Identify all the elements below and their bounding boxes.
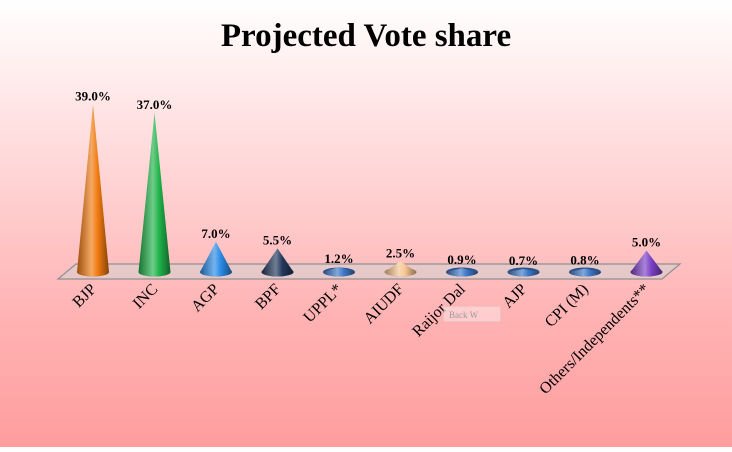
bar-cone-bpf [261, 248, 294, 277]
bars-group [77, 104, 663, 277]
bar-body [507, 268, 540, 277]
value-label: 0.9% [447, 252, 476, 267]
bar-cone-cpi-m [569, 267, 601, 277]
category-label: CPI (M) [542, 281, 592, 331]
category-label: AJP [499, 281, 530, 312]
category-label: AGP [188, 281, 223, 316]
value-label: 1.2% [324, 251, 353, 266]
bar-cone-others-independents [630, 250, 663, 277]
category-label: UPPL* [300, 281, 345, 326]
bar-body [77, 104, 109, 277]
value-label: 5.0% [632, 235, 661, 250]
value-label: 37.0% [137, 97, 173, 112]
bar-body [138, 112, 171, 277]
category-labels-group: BJP INC AGP BPF UPPL* AIUDF Raijor Dal AJP CPI (… [70, 280, 654, 397]
value-label: 2.5% [386, 245, 415, 260]
value-labels-group: 39.0% 37.0% 7.0% 5.5% 1.2% 2.5% 0.9% 0.7% 0.8% 5.… [75, 88, 661, 268]
bar-body [630, 250, 663, 277]
value-label: 0.7% [509, 253, 538, 268]
category-label: BJP [70, 281, 100, 311]
bar-cone-uppl [323, 266, 355, 277]
bar-body [261, 248, 294, 277]
bar-cone-raijor-dal [446, 267, 478, 277]
category-label: BPF [252, 281, 284, 313]
svg-text:Back W: Back W [449, 310, 479, 320]
category-label: AIUDF [361, 281, 408, 328]
bar-cone-ajp [507, 267, 540, 277]
value-label: 7.0% [201, 226, 230, 241]
chart-title: Projected Vote share [221, 18, 511, 54]
value-label: 39.0% [75, 88, 111, 103]
bar-body [200, 241, 232, 277]
bar-body [384, 261, 417, 277]
category-label: INC [130, 281, 162, 313]
bar-body [446, 268, 478, 277]
bar-body [323, 266, 355, 277]
bar-cone-inc [138, 112, 171, 277]
bar-cone-bjp [77, 104, 109, 277]
value-label: 5.5% [263, 232, 292, 247]
watermark: Back W [443, 306, 501, 322]
bar-cone-agp [200, 241, 232, 277]
bar-cone-aiudf [384, 261, 417, 277]
value-label: 0.8% [570, 253, 599, 268]
category-label: Others/Independents** [536, 281, 653, 398]
bar-body [569, 268, 601, 277]
